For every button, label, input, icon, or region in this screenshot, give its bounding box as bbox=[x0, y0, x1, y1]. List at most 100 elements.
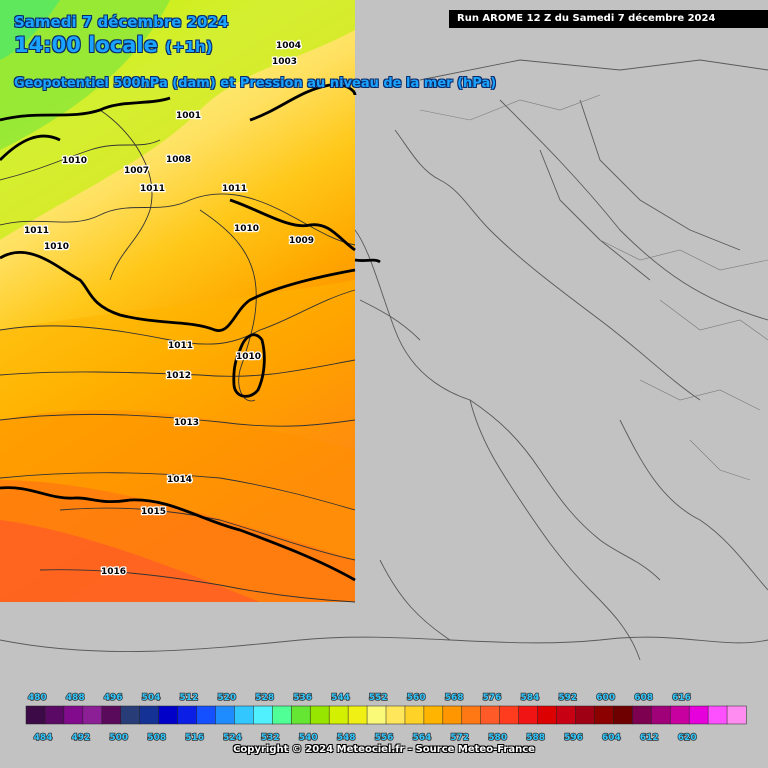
scale-label-top: 552 bbox=[369, 693, 388, 703]
isobar-label: 1014 bbox=[167, 475, 192, 485]
scale-label-top: 480 bbox=[28, 693, 47, 703]
forecast-time: 14:00 locale (+1h) bbox=[14, 33, 213, 57]
scale-label-top: 560 bbox=[407, 693, 426, 703]
isobar-label: 1010 bbox=[236, 352, 261, 362]
scale-swatch bbox=[518, 705, 539, 725]
run-banner: Run AROME 12 Z du Samedi 7 décembre 2024 bbox=[449, 10, 768, 28]
forecast-time-offset: (+1h) bbox=[165, 38, 213, 56]
scale-label-bottom: 612 bbox=[640, 733, 659, 743]
scale-label-bottom: 596 bbox=[564, 733, 583, 743]
scale-swatch bbox=[101, 705, 122, 725]
parameter-title: Geopotentiel 500hPa (dam) et Pression au… bbox=[14, 76, 497, 91]
isobar-label: 1011 bbox=[222, 184, 247, 194]
isobar-label: 1010 bbox=[62, 156, 87, 166]
scale-label-top: 528 bbox=[255, 693, 274, 703]
scale-label-bottom: 484 bbox=[34, 733, 53, 743]
scale-swatch bbox=[707, 705, 728, 725]
scale-swatch bbox=[688, 705, 709, 725]
scale-swatch bbox=[556, 705, 577, 725]
scale-label-bottom: 604 bbox=[602, 733, 621, 743]
scale-label-top: 496 bbox=[104, 693, 123, 703]
scale-swatch bbox=[480, 705, 501, 725]
scale-swatch bbox=[139, 705, 160, 725]
borders bbox=[419, 94, 768, 481]
scale-label-bottom: 572 bbox=[450, 733, 469, 743]
isobar-label: 1012 bbox=[166, 371, 191, 381]
isobar-label: 1009 bbox=[289, 236, 314, 246]
scale-label-bottom: 516 bbox=[185, 733, 204, 743]
geopotential-contours bbox=[0, 83, 381, 582]
scale-label-top: 600 bbox=[596, 693, 615, 703]
isobar-label: 1011 bbox=[168, 341, 193, 351]
scale-swatch bbox=[385, 705, 406, 725]
isobar-lines bbox=[0, 109, 356, 603]
forecast-time-main: 14:00 locale bbox=[14, 33, 158, 57]
isobar-label: 1007 bbox=[124, 166, 149, 176]
scale-swatch bbox=[347, 705, 368, 725]
scale-label-top: 616 bbox=[672, 693, 691, 703]
scale-label-top: 592 bbox=[558, 693, 577, 703]
scale-swatch bbox=[537, 705, 558, 725]
scale-swatch bbox=[63, 705, 84, 725]
scale-swatch bbox=[404, 705, 425, 725]
scale-label-top: 576 bbox=[483, 693, 502, 703]
isobar-labels: 1004 1003 1001 1010 1008 1007 1011 1010 … bbox=[23, 40, 316, 579]
color-scale-legend: 480 488 496 504 512 520 528 536 544 552 560 568 576 5… bbox=[25, 692, 747, 744]
scale-label-bottom: 508 bbox=[147, 733, 166, 743]
forecast-date: Samedi 7 décembre 2024 bbox=[14, 13, 229, 31]
scale-swatch bbox=[669, 705, 690, 725]
scale-label-bottom: 564 bbox=[413, 733, 432, 743]
scale-swatch bbox=[120, 705, 141, 725]
geopotential-field bbox=[0, 0, 355, 602]
scale-swatch bbox=[423, 705, 444, 725]
scale-label-top: 520 bbox=[217, 693, 236, 703]
coastlines bbox=[0, 59, 768, 661]
scale-swatch bbox=[234, 705, 254, 725]
scale-swatch bbox=[594, 705, 614, 725]
scale-swatch bbox=[25, 705, 46, 725]
scale-swatch bbox=[575, 705, 595, 725]
copyright: Copyright © 2024 Meteociel.fr - Source M… bbox=[233, 744, 535, 755]
scale-swatch bbox=[632, 705, 652, 725]
scale-swatch bbox=[461, 705, 482, 725]
scale-label-bottom: 556 bbox=[375, 733, 394, 743]
scale-label-bottom: 580 bbox=[488, 733, 507, 743]
scale-swatch bbox=[215, 705, 235, 725]
scale-swatch bbox=[177, 705, 198, 725]
scale-swatch bbox=[726, 705, 747, 725]
scale-swatch bbox=[253, 705, 273, 725]
scale-swatch bbox=[328, 705, 349, 725]
scale-swatch bbox=[651, 705, 671, 725]
scale-label-top: 544 bbox=[331, 693, 350, 703]
scale-swatch bbox=[309, 705, 330, 725]
scale-label-top: 584 bbox=[521, 693, 540, 703]
scale-swatch bbox=[613, 705, 633, 725]
scale-label-bottom: 532 bbox=[261, 733, 280, 743]
scale-swatch bbox=[82, 705, 103, 725]
scale-label-bottom: 548 bbox=[337, 733, 356, 743]
isobar-label: 1011 bbox=[24, 226, 49, 236]
scale-label-bottom: 524 bbox=[223, 733, 242, 743]
scale-swatch bbox=[442, 705, 463, 725]
scale-label-top: 512 bbox=[180, 693, 199, 703]
isobar-label: 1015 bbox=[141, 507, 166, 517]
isobar-label: 1011 bbox=[140, 184, 165, 194]
isobar-label: 1016 bbox=[101, 567, 126, 577]
scale-swatch bbox=[291, 705, 311, 725]
scale-swatch bbox=[196, 705, 217, 725]
scale-swatch bbox=[499, 705, 520, 725]
scale-label-bottom: 492 bbox=[72, 733, 91, 743]
isobar-label: 1004 bbox=[276, 41, 301, 51]
scale-label-bottom: 588 bbox=[526, 733, 545, 743]
scale-label-bottom: 500 bbox=[109, 733, 128, 743]
scale-label-top: 504 bbox=[142, 693, 161, 703]
isobar-label: 1003 bbox=[272, 57, 297, 67]
scale-swatch bbox=[158, 705, 179, 725]
isobar-label: 1010 bbox=[234, 224, 259, 234]
isobar-label: 1008 bbox=[166, 155, 191, 165]
isobar-label: 1001 bbox=[176, 111, 201, 121]
scale-label-top: 536 bbox=[293, 693, 312, 703]
scale-swatch bbox=[366, 705, 387, 725]
isobar-label: 1013 bbox=[174, 418, 199, 428]
